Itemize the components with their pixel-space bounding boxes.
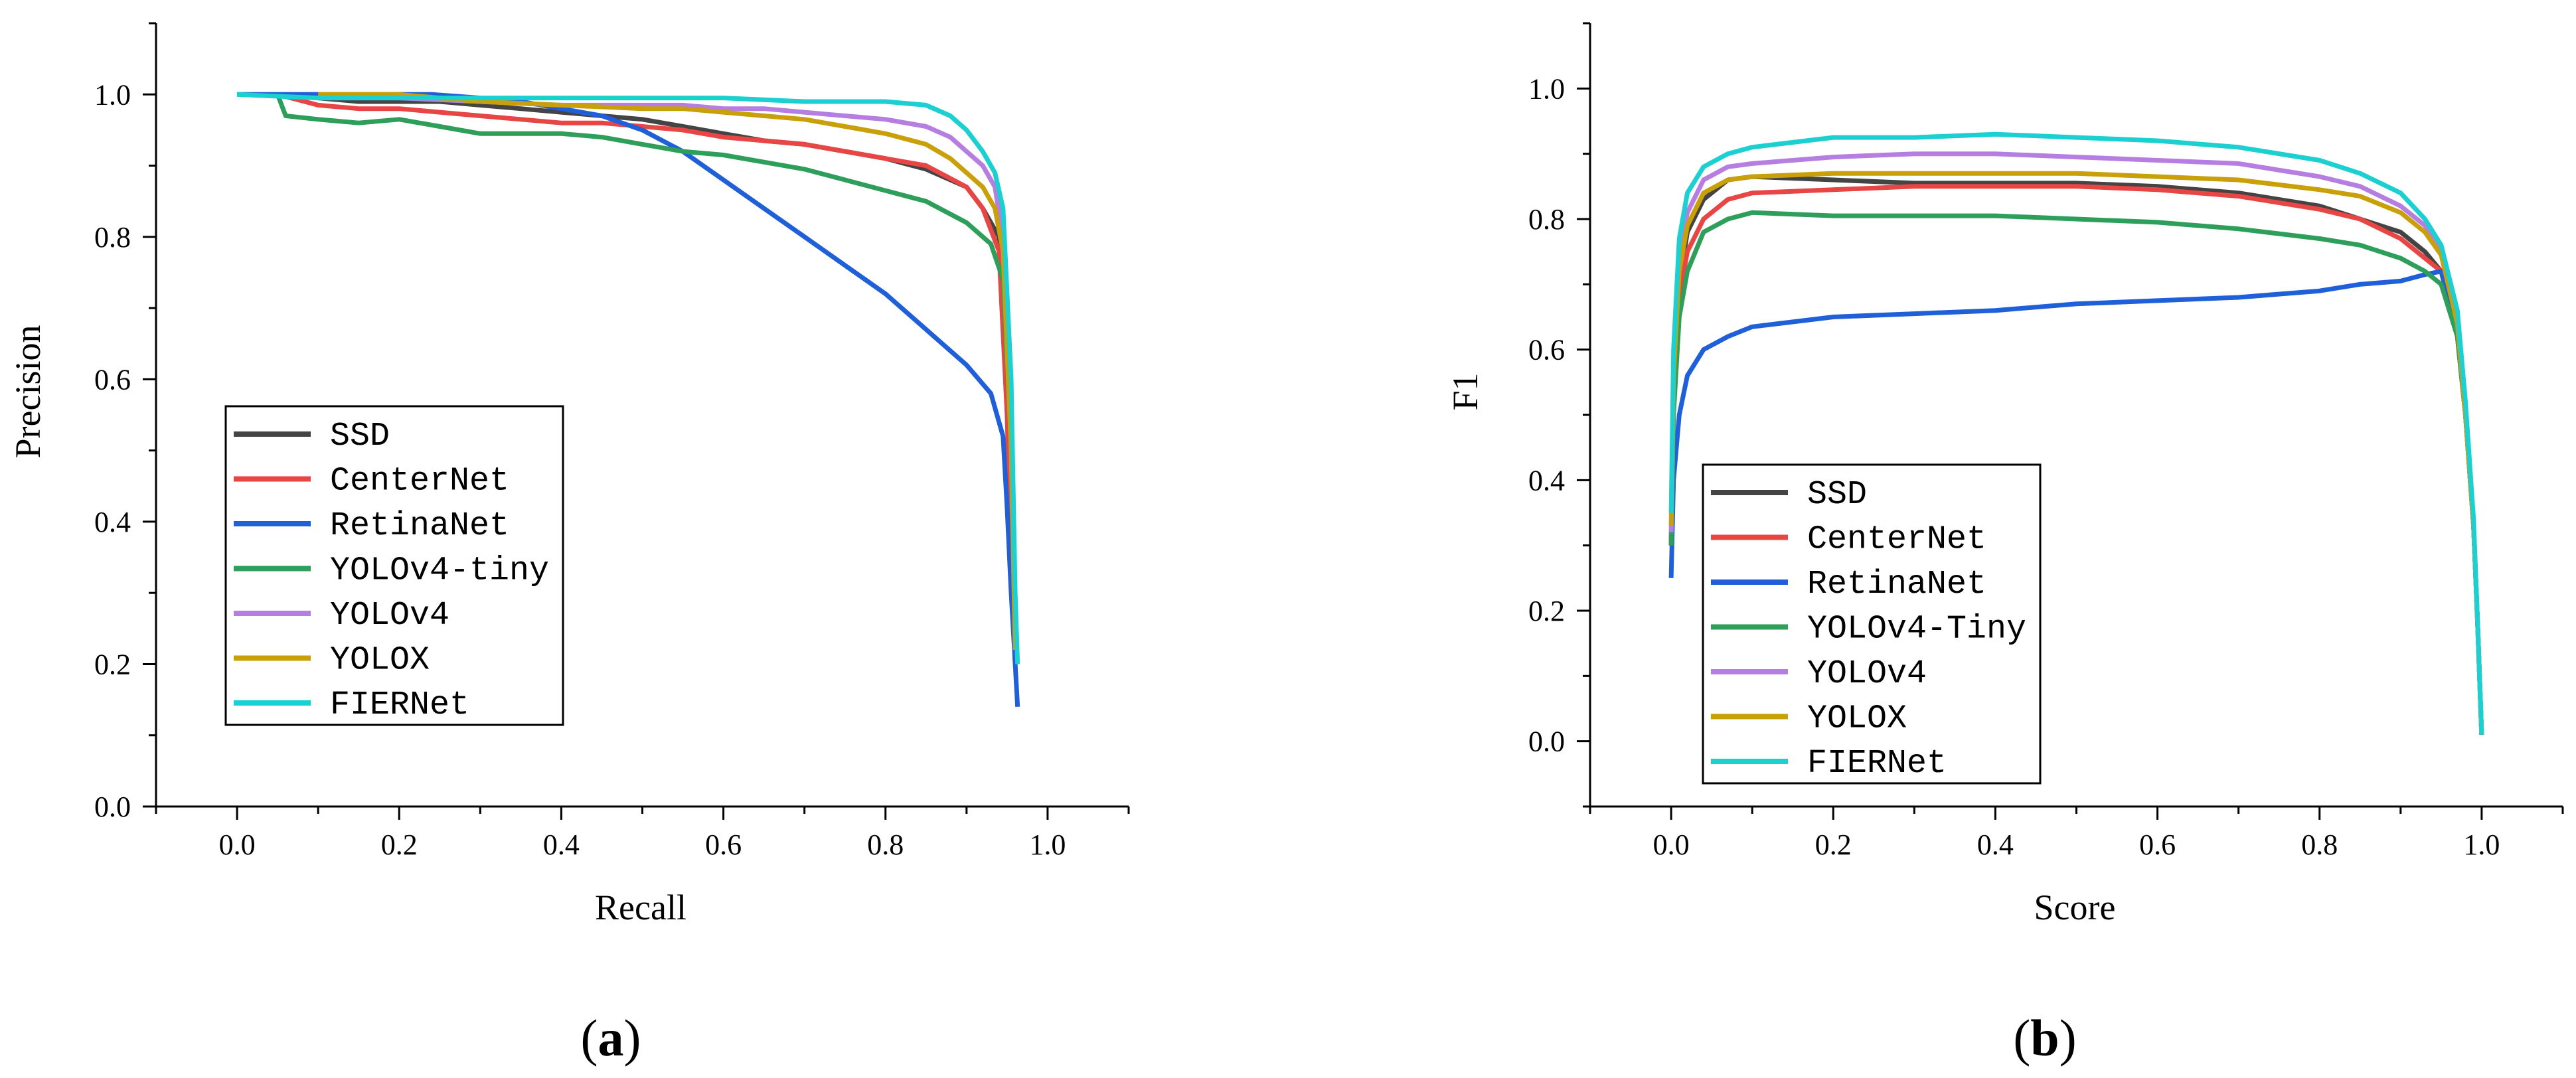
x-tick-label: 1.0 xyxy=(2463,828,2500,861)
x-tick-label: 0.4 xyxy=(1977,828,2014,861)
panel-caption-b-letter: b xyxy=(2030,1009,2059,1067)
panel-caption-a-letter: a xyxy=(598,1009,624,1067)
legend-box xyxy=(1702,463,2042,785)
legend-b: SSD CenterNet RetinaNet YOLOv4-Tiny YOLOv4 YO… xyxy=(1702,463,2042,785)
chart-panel-a: 0.0 0.2 0.4 0.6 0.8 1.0 0.0 0.2 0.4 0.6 0.8 1.0 SSD… xyxy=(8,22,1130,1067)
legend-label: YOLOv4-tiny xyxy=(330,552,549,590)
y-tick-label: 0.6 xyxy=(1528,334,1565,366)
legend-label: RetinaNet xyxy=(330,507,509,545)
y-axis-label-a: Precision xyxy=(8,325,48,459)
x-tick-label: 0.6 xyxy=(705,828,742,861)
series-lines-a xyxy=(236,92,1020,707)
chart-panel-b: 0.0 0.2 0.4 0.6 0.8 1.0 0.0 0.2 0.4 0.6 0.8 1.0 SSD… xyxy=(1445,22,2564,1067)
legend-label: CenterNet xyxy=(330,463,509,501)
series-line-centernet xyxy=(277,92,1018,664)
legend-label: YOLOv4 xyxy=(330,597,449,635)
series-lines-b xyxy=(1668,131,2484,735)
legend-label: FIERNet xyxy=(1807,745,1947,783)
y-axis-label-b: F1 xyxy=(1445,372,1485,410)
y-tick-label: 0.4 xyxy=(1528,464,1565,497)
axes-a: 0.0 0.2 0.4 0.6 0.8 1.0 0.0 0.2 0.4 0.6 0.8 1.0 xyxy=(94,22,1130,861)
legend-label: RetinaNet xyxy=(1807,566,1986,603)
series-line-yolov4-tiny xyxy=(275,94,1018,629)
series-line-yolox xyxy=(318,92,1018,651)
legend-label: SSD xyxy=(1807,476,1867,514)
axes-b: 0.0 0.2 0.4 0.6 0.8 1.0 0.0 0.2 0.4 0.6 0.8 1.0 xyxy=(1528,22,2564,861)
y-tick-label: 0.8 xyxy=(1528,203,1565,236)
y-tick-label: 0.2 xyxy=(1528,595,1565,627)
y-tick-label: 1.0 xyxy=(1528,72,1565,105)
legend-label: YOLOv4 xyxy=(1807,655,1927,693)
legend-box xyxy=(224,405,564,726)
x-tick-label: 0.8 xyxy=(867,828,904,861)
x-tick-label: 0.8 xyxy=(2301,828,2338,861)
series-line-fiernet xyxy=(1668,131,2484,735)
x-axis-label-b: Score xyxy=(2034,887,2116,927)
legend-label: CenterNet xyxy=(1807,521,1986,559)
y-tick-label: 0.2 xyxy=(94,648,131,680)
panel-caption-a: (a) xyxy=(581,1009,641,1067)
legend-label: YOLOX xyxy=(330,642,430,680)
x-tick-label: 0.6 xyxy=(2139,828,2176,861)
x-tick-label: 0.4 xyxy=(543,828,580,861)
y-tick-label: 0.8 xyxy=(94,221,131,254)
x-tick-label: 1.0 xyxy=(1029,828,1066,861)
x-tick-label: 0.0 xyxy=(1653,828,1690,861)
panel-caption-b: (b) xyxy=(2013,1009,2076,1067)
legend-label: YOLOv4-Tiny xyxy=(1807,611,2026,649)
x-axis-label-a: Recall xyxy=(595,887,686,927)
x-tick-label: 0.0 xyxy=(219,828,256,861)
y-tick-label: 0.6 xyxy=(94,363,131,396)
legend-a: SSD CenterNet RetinaNet YOLOv4-tiny YOLOv4 YO… xyxy=(224,405,564,726)
x-tick-label: 0.2 xyxy=(1815,828,1852,861)
y-tick-label: 1.0 xyxy=(94,78,131,111)
series-line-fiernet xyxy=(236,92,1020,664)
legend-label: SSD xyxy=(330,418,390,455)
legend-label: YOLOX xyxy=(1807,700,1907,738)
legend-label: FIERNet xyxy=(330,686,469,724)
y-tick-label: 0.0 xyxy=(1528,726,1565,758)
y-tick-label: 0.4 xyxy=(94,506,131,538)
y-tick-label: 0.0 xyxy=(94,791,131,823)
x-tick-label: 0.2 xyxy=(381,828,418,861)
